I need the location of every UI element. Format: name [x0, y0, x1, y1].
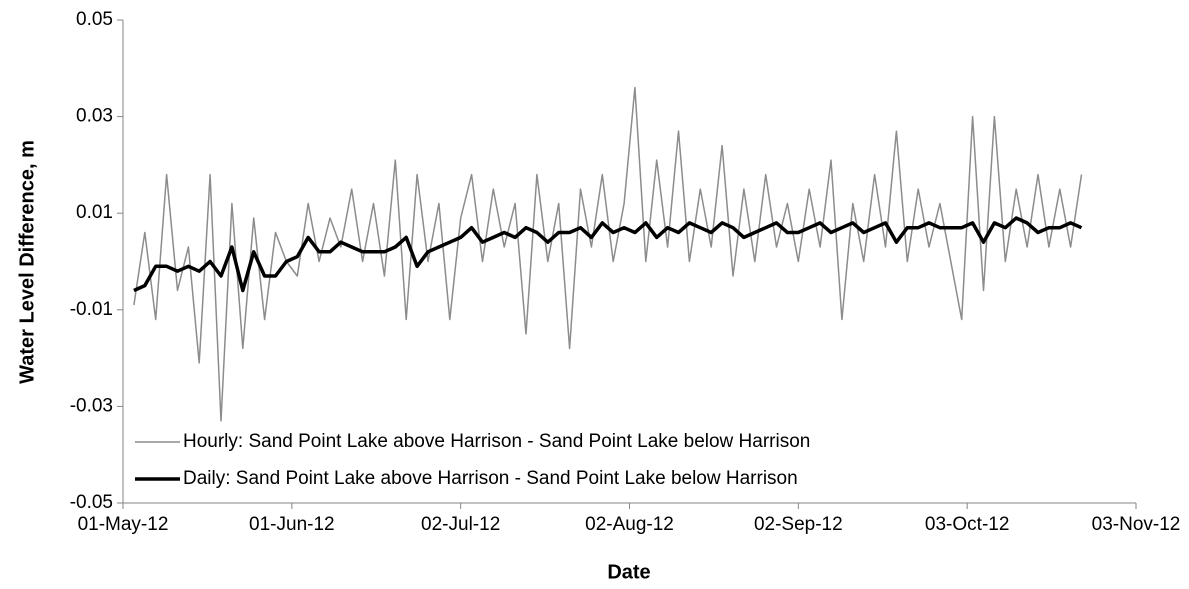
- y-tick-label: 0.01: [76, 202, 113, 223]
- series-line: [133, 86, 1083, 422]
- x-tick-label: 03-Nov-12: [1092, 514, 1181, 535]
- y-tick-label: 0.05: [76, 9, 113, 30]
- x-axis-title: Date: [607, 561, 650, 583]
- x-tick-label: 02-Aug-12: [585, 514, 674, 535]
- x-tick-label: 03-Oct-12: [925, 514, 1009, 535]
- legend-label: Hourly: Sand Point Lake above Harrison -…: [183, 431, 810, 452]
- series-line: [133, 216, 1083, 293]
- y-tick-label: 0.03: [76, 106, 113, 127]
- x-tick-label: 01-Jun-12: [249, 514, 335, 535]
- x-tick-label: 02-Jul-12: [421, 514, 500, 535]
- x-tick-label: 01-May-12: [78, 514, 169, 535]
- x-tick-label: 02-Sep-12: [754, 514, 843, 535]
- y-tick-label: -0.01: [70, 299, 113, 320]
- legend-label: Daily: Sand Point Lake above Harrison - …: [183, 468, 798, 489]
- y-tick-label: -0.05: [70, 492, 113, 513]
- y-axis-title: Water Level Difference, m: [16, 140, 38, 384]
- y-tick-label: -0.03: [70, 395, 113, 416]
